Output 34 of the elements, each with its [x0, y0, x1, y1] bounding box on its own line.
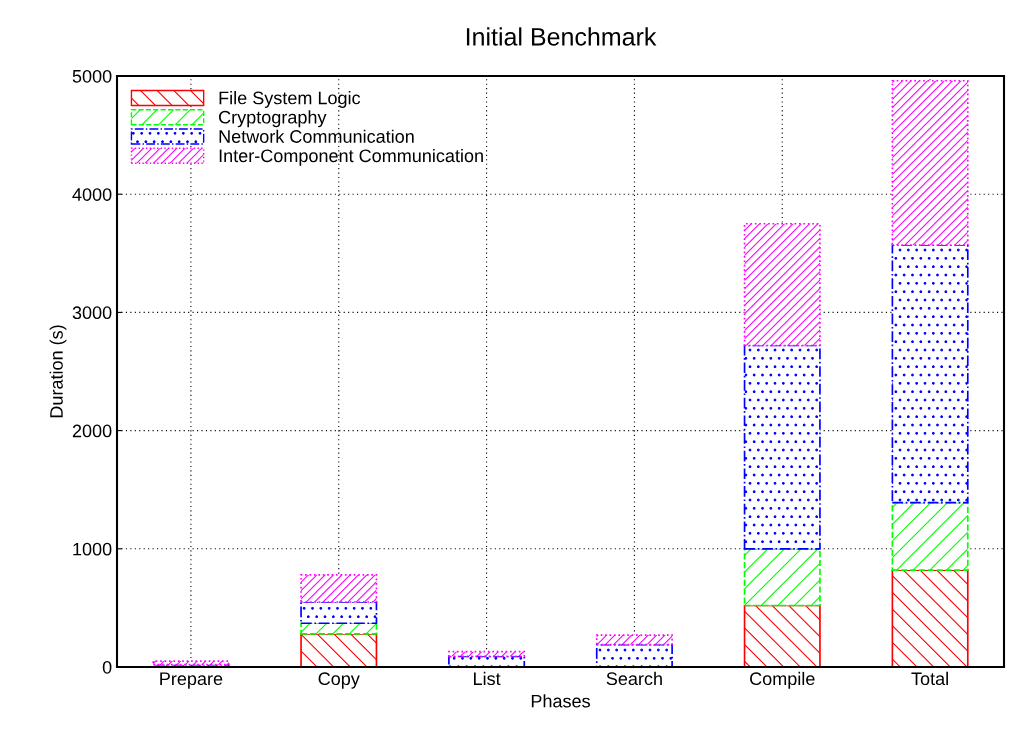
x-tick-label: Copy: [318, 672, 360, 689]
y-tick-label: 4000: [72, 188, 112, 201]
bar: [595, 643, 673, 667]
bar: [743, 222, 821, 347]
y-tick-label: 0: [102, 660, 112, 674]
legend-label: Inter-Component Communication: [219, 148, 483, 166]
bar: [300, 601, 378, 625]
x-tick-label: Prepare: [160, 672, 223, 689]
bar: [891, 244, 969, 504]
bar: [891, 569, 969, 667]
bar: [300, 573, 378, 603]
x-tick-label: Search: [606, 671, 662, 686]
y-tick-label: 5000: [72, 69, 112, 83]
y-tick-label: 2000: [72, 424, 112, 438]
bar: [743, 344, 821, 550]
x-axis-title: Phases: [531, 694, 590, 708]
bar: [595, 634, 673, 646]
x-tick-label: Total: [911, 671, 948, 686]
bar: [891, 79, 969, 246]
bar: [743, 604, 821, 667]
legend-label: File System Logic: [219, 91, 361, 108]
legend-label: Cryptography: [219, 110, 327, 128]
y-tick-label: 3000: [72, 306, 112, 320]
bar: [448, 655, 526, 667]
bar: [743, 547, 821, 607]
chart-title: Initial Benchmark: [466, 27, 657, 46]
legend-label: Network Communication: [219, 129, 414, 143]
y-tick-label: 1000: [73, 542, 112, 556]
x-tick-label: Compile: [750, 671, 815, 689]
x-tick-label: List: [474, 671, 501, 686]
bar: [300, 633, 378, 667]
bar: [891, 501, 969, 571]
y-axis-title: Duration (s): [49, 325, 67, 418]
bar: [300, 622, 378, 635]
